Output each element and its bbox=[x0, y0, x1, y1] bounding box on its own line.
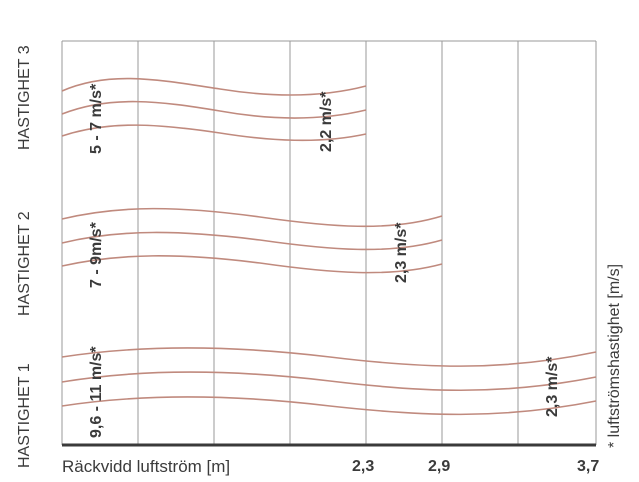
speed-3-end-label: 2,2 m/s* bbox=[318, 91, 335, 152]
x-axis-label: Räckvidd luftström [m] bbox=[62, 457, 231, 476]
tick-label: 2,3 bbox=[352, 458, 375, 475]
curves-speed-1 bbox=[61, 347, 597, 416]
airflow-curve bbox=[61, 371, 597, 392]
units-note: * luftströmshastighet [m/s] bbox=[606, 263, 623, 448]
speed-2-start-label: 7 - 9m/s* bbox=[88, 222, 105, 288]
airflow-curve bbox=[61, 347, 597, 367]
speed-1-end-label: 2,3 m/s* bbox=[544, 356, 561, 417]
airflow-curve bbox=[61, 255, 443, 274]
grid bbox=[61, 40, 597, 445]
airflow-curve bbox=[61, 77, 367, 96]
airflow-curve bbox=[61, 124, 367, 142]
speed-3-start-label: 5 - 7 m/s* bbox=[88, 83, 105, 154]
speed-2-end-label: 2,3 m/s* bbox=[393, 222, 410, 283]
airflow-curve bbox=[61, 396, 597, 416]
curves-speed-3 bbox=[61, 77, 367, 142]
tick-label: 2,9 bbox=[428, 458, 451, 475]
speed-2-title: HASTIGHET 2 bbox=[16, 211, 33, 316]
speed-3-title: HASTIGHET 3 bbox=[16, 45, 33, 150]
speed-1-title: HASTIGHET 1 bbox=[16, 363, 33, 468]
airflow-curve bbox=[61, 231, 443, 251]
curves-speed-2 bbox=[61, 207, 443, 274]
airflow-curve bbox=[61, 207, 443, 228]
tick-label: 3,7 bbox=[577, 458, 600, 475]
airflow-curve bbox=[61, 100, 367, 119]
speed-1-start-label: 9,6 - 11 m/s* bbox=[88, 346, 105, 438]
